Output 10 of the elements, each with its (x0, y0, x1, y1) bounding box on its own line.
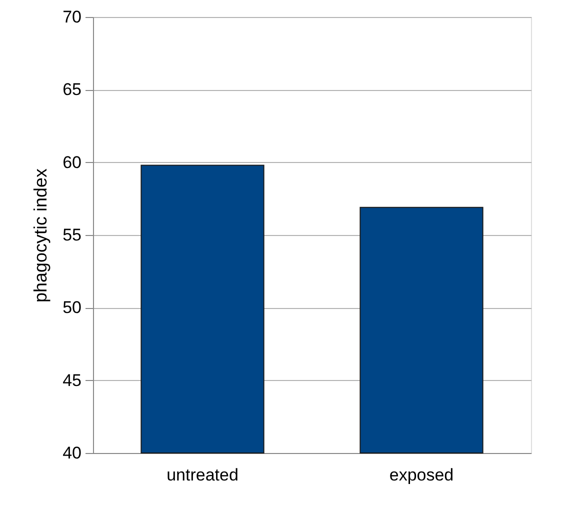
y-tick-label: 70 (62, 8, 82, 26)
y-tick-label: 55 (62, 226, 82, 244)
y-axis-title: phagocytic index (30, 168, 51, 303)
y-tick-label: 65 (62, 80, 82, 100)
x-tick-label: exposed (389, 466, 454, 484)
y-tick-label: 50 (62, 298, 82, 318)
y-tick-label: 40 (62, 444, 82, 462)
y-tick-label: 45 (62, 370, 82, 390)
x-tick-label: untreated (166, 466, 238, 484)
y-tick-label: 60 (62, 152, 82, 172)
